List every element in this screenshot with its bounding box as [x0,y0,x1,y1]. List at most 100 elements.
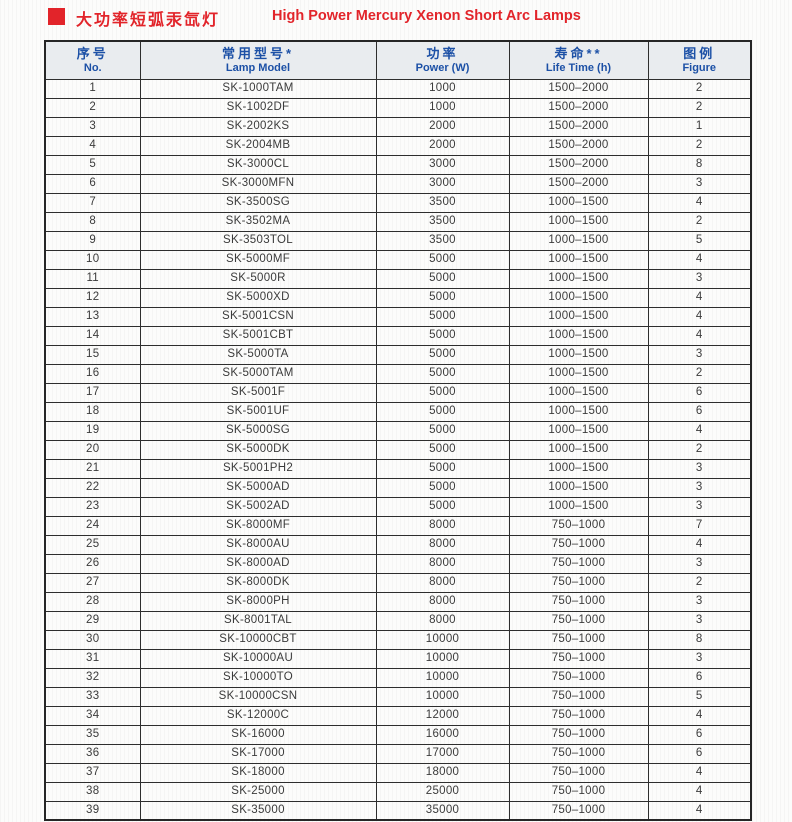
cell-lamp-model: SK-1002DF [139,97,377,118]
cell-figure: 3 [647,173,752,194]
cell-figure: 3 [647,553,752,574]
table-row: 27 SK-8000DK 8000 750–1000 2 [44,572,752,593]
cell-life-time: 750–1000 [508,515,649,536]
cell-lamp-model: SK-25000 [139,781,377,802]
cell-figure: 8 [647,154,752,175]
cell-life-time: 750–1000 [508,724,649,745]
cell-no: 22 [44,477,141,498]
table-row: 4 SK-2004MB 2000 1500–2000 2 [44,135,752,156]
cell-lamp-model: SK-5000TAM [139,363,377,384]
cell-no: 5 [44,154,141,175]
lamp-table: 序号 No. 常用型号* Lamp Model 功率 Power (W) 寿命*… [44,40,752,821]
cell-power: 5000 [375,306,510,327]
cell-figure: 6 [647,401,752,422]
cell-lamp-model: SK-5000SG [139,420,377,441]
cell-no: 32 [44,667,141,688]
cell-lamp-model: SK-5002AD [139,496,377,517]
cell-no: 19 [44,420,141,441]
cell-life-time: 1000–1500 [508,401,649,422]
table-row: 34 SK-12000C 12000 750–1000 4 [44,705,752,726]
table-row: 7 SK-3500SG 3500 1000–1500 4 [44,192,752,213]
cell-no: 4 [44,135,141,156]
table-row: 12 SK-5000XD 5000 1000–1500 4 [44,287,752,308]
cell-lamp-model: SK-3000MFN [139,173,377,194]
cell-life-time: 1500–2000 [508,154,649,175]
cell-life-time: 1000–1500 [508,382,649,403]
cell-no: 7 [44,192,141,213]
cell-figure: 6 [647,743,752,764]
cell-power: 3500 [375,192,510,213]
table-row: 39 SK-35000 35000 750–1000 4 [44,800,752,821]
cell-life-time: 1000–1500 [508,363,649,384]
table-row: 32 SK-10000TO 10000 750–1000 6 [44,667,752,688]
cell-lamp-model: SK-2004MB [139,135,377,156]
page-title-zh: 大功率短弧汞氙灯 [76,12,221,29]
cell-figure: 3 [647,458,752,479]
cell-life-time: 750–1000 [508,610,649,631]
cell-figure: 2 [647,97,752,118]
table-row: 6 SK-3000MFN 3000 1500–2000 3 [44,173,752,194]
cell-power: 5000 [375,420,510,441]
cell-lamp-model: SK-5000DK [139,439,377,460]
table-row: 21 SK-5001PH2 5000 1000–1500 3 [44,458,752,479]
col-header-figure-zh: 图例 [683,46,716,62]
cell-lamp-model: SK-8000DK [139,572,377,593]
table-row: 17 SK-5001F 5000 1000–1500 6 [44,382,752,403]
cell-figure: 4 [647,762,752,783]
cell-figure: 6 [647,382,752,403]
cell-figure: 4 [647,306,752,327]
cell-power: 18000 [375,762,510,783]
cell-power: 3500 [375,211,510,232]
cell-figure: 4 [647,781,752,802]
cell-life-time: 750–1000 [508,534,649,555]
cell-lamp-model: SK-3502MA [139,211,377,232]
table-row: 20 SK-5000DK 5000 1000–1500 2 [44,439,752,460]
cell-lamp-model: SK-16000 [139,724,377,745]
col-header-lamp-model: 常用型号* Lamp Model [139,40,377,80]
cell-power: 25000 [375,781,510,802]
cell-lamp-model: SK-8000AD [139,553,377,574]
cell-no: 35 [44,724,141,745]
cell-life-time: 750–1000 [508,800,649,821]
table-row: 28 SK-8000PH 8000 750–1000 3 [44,591,752,612]
cell-life-time: 1000–1500 [508,306,649,327]
table-body: 1 SK-1000TAM 1000 1500–2000 2 2 SK-1002DF 1000 1… [44,78,752,821]
cell-no: 30 [44,629,141,650]
cell-power: 2000 [375,135,510,156]
cell-life-time: 750–1000 [508,686,649,707]
cell-no: 15 [44,344,141,365]
cell-power: 3000 [375,173,510,194]
cell-power: 8000 [375,553,510,574]
cell-figure: 6 [647,724,752,745]
cell-no: 23 [44,496,141,517]
cell-lamp-model: SK-10000CSN [139,686,377,707]
table-row: 5 SK-3000CL 3000 1500–2000 8 [44,154,752,175]
cell-life-time: 750–1000 [508,629,649,650]
col-header-figure: 图例 Figure [647,40,752,80]
cell-power: 5000 [375,477,510,498]
cell-no: 2 [44,97,141,118]
col-header-power-en: Power (W) [415,62,470,75]
cell-figure: 3 [647,344,752,365]
cell-no: 26 [44,553,141,574]
cell-figure: 5 [647,686,752,707]
cell-power: 5000 [375,496,510,517]
cell-figure: 7 [647,515,752,536]
cell-life-time: 750–1000 [508,705,649,726]
cell-figure: 5 [647,230,752,251]
cell-no: 14 [44,325,141,346]
cell-power: 2000 [375,116,510,137]
cell-lamp-model: SK-17000 [139,743,377,764]
table-row: 25 SK-8000AU 8000 750–1000 4 [44,534,752,555]
cell-power: 5000 [375,382,510,403]
table-row: 13 SK-5001CSN 5000 1000–1500 4 [44,306,752,327]
cell-power: 1000 [375,97,510,118]
cell-lamp-model: SK-5000R [139,268,377,289]
cell-lamp-model: SK-5000MF [139,249,377,270]
cell-power: 5000 [375,401,510,422]
cell-life-time: 750–1000 [508,743,649,764]
cell-life-time: 1000–1500 [508,287,649,308]
cell-power: 12000 [375,705,510,726]
cell-figure: 2 [647,439,752,460]
cell-lamp-model: SK-18000 [139,762,377,783]
